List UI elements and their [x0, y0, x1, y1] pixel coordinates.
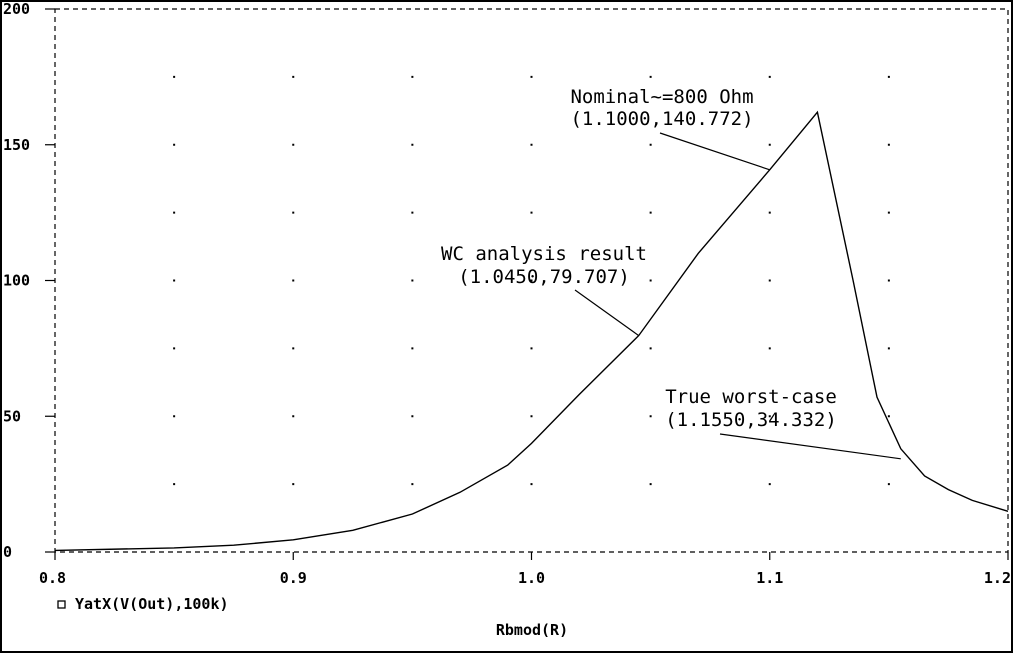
- x-tick-labels: 0.8 0.9 1.0 1.1 1.2: [39, 552, 1011, 587]
- annotation-coords: (1.0450,79.707): [458, 266, 630, 288]
- annotation-coords: (1.1000,140.772): [570, 108, 753, 130]
- grid-dot: [649, 347, 652, 350]
- grid-dot: [173, 143, 176, 146]
- grid-dot: [768, 279, 771, 282]
- grid-dot: [173, 415, 176, 418]
- grid-dot: [530, 143, 533, 146]
- annotation-title: True worst-case: [665, 386, 837, 408]
- grid-dot: [292, 279, 295, 282]
- grid-dot: [292, 347, 295, 350]
- y-tick-label: 150: [3, 136, 30, 154]
- grid-dot: [530, 415, 533, 418]
- grid-dot: [173, 279, 176, 282]
- x-tick-label: 1.0: [518, 569, 545, 587]
- grid-dot: [649, 75, 652, 78]
- grid-dot: [292, 415, 295, 418]
- grid-dot: [411, 347, 414, 350]
- legend-entry: YatX(V(Out),100k): [75, 595, 229, 613]
- y-tick-label: 50: [3, 407, 21, 425]
- grid-dot: [411, 75, 414, 78]
- grid-dot: [768, 75, 771, 78]
- grid-dot: [173, 347, 176, 350]
- annotation-leader: [719, 433, 901, 460]
- grid-dot: [649, 211, 652, 214]
- grid-dot: [887, 211, 890, 214]
- grid-dot: [411, 483, 414, 486]
- grid-dot: [530, 483, 533, 486]
- y-tick-label: 0: [3, 543, 12, 561]
- x-tick-label: 1.2: [984, 569, 1011, 587]
- legend-marker: [57, 600, 66, 609]
- grid-dot: [887, 415, 890, 418]
- grid-dot: [887, 279, 890, 282]
- annotation-title: Nominal~=800 Ohm: [570, 86, 753, 108]
- y-tick-label: 200: [3, 0, 30, 18]
- x-tick-label: 1.1: [756, 569, 783, 587]
- grid-dot: [530, 211, 533, 214]
- annotation-layer: Nominal~=800 Ohm(1.1000,140.772) WC analy…: [441, 86, 901, 460]
- grid-dot: [292, 483, 295, 486]
- grid-dot: [768, 347, 771, 350]
- grid-dot: [768, 211, 771, 214]
- grid-dot: [411, 279, 414, 282]
- annotation-leader: [574, 289, 640, 337]
- grid-dot: [173, 483, 176, 486]
- y-tick-label: 100: [3, 272, 30, 290]
- grid-dot: [887, 347, 890, 350]
- grid-dot: [411, 211, 414, 214]
- grid-dot: [292, 143, 295, 146]
- x-axis-label: Rbmod(R): [496, 621, 568, 639]
- y-tick-labels: 0 50 100 150 200: [3, 0, 55, 561]
- grid-dot: [768, 143, 771, 146]
- annotation-leader: [659, 132, 770, 171]
- grid-dot: [411, 415, 414, 418]
- grid-dot: [649, 143, 652, 146]
- x-tick-label: 0.8: [39, 569, 66, 587]
- grid-dot: [649, 279, 652, 282]
- grid-dot: [530, 347, 533, 350]
- grid-dot: [768, 415, 771, 418]
- grid-dot: [768, 483, 771, 486]
- grid-dot: [173, 211, 176, 214]
- grid: [173, 75, 890, 486]
- grid-dot: [530, 279, 533, 282]
- grid-dot: [649, 415, 652, 418]
- grid-dot: [411, 143, 414, 146]
- grid-dot: [887, 483, 890, 486]
- annotation-title: WC analysis result: [441, 243, 647, 265]
- grid-dot: [649, 483, 652, 486]
- grid-dot: [292, 75, 295, 78]
- grid-dot: [173, 75, 176, 78]
- x-tick-label: 0.9: [280, 569, 307, 587]
- grid-dot: [530, 75, 533, 78]
- grid-dot: [887, 75, 890, 78]
- grid-dot: [292, 211, 295, 214]
- grid-dot: [887, 143, 890, 146]
- annotation-coords: (1.1550,34.332): [665, 409, 837, 431]
